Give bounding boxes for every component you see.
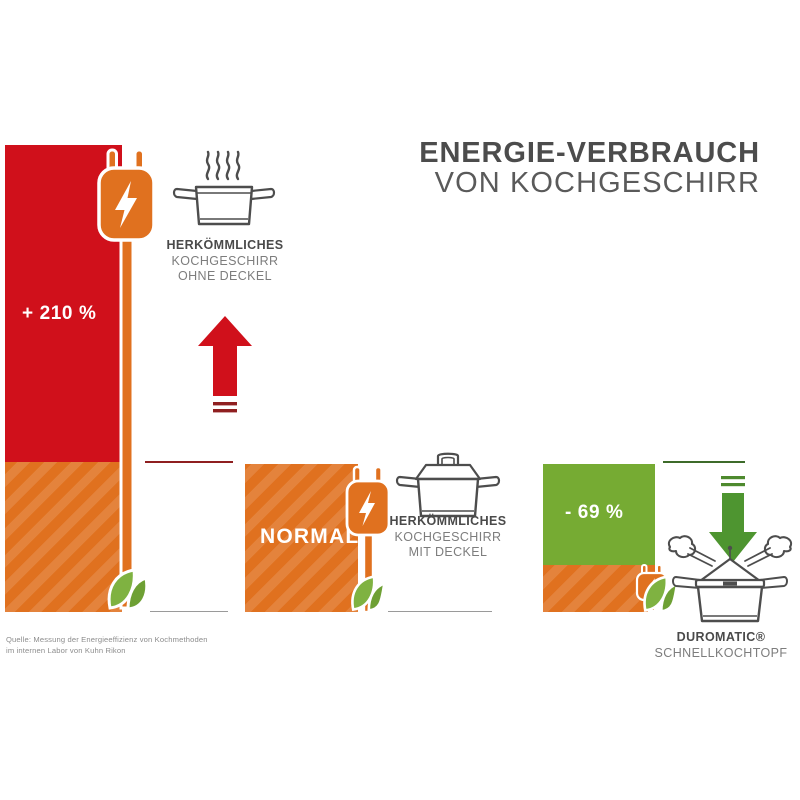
- arrow-up-icon: [196, 314, 254, 414]
- pot-no-lid-steam-icon: [172, 150, 276, 230]
- source-note: Quelle: Messung der Energieeffizienz von…: [6, 634, 208, 656]
- caption-line-1: HERKÖMMLICHES: [166, 238, 284, 252]
- caption-line-2: KOCHGESCHIRR: [394, 529, 502, 544]
- caption-mit-deckel: HERKÖMMLICHES KOCHGESCHIRR MIT DECKEL: [380, 514, 516, 561]
- arrow-down-icon: [707, 476, 759, 564]
- bar-value-ohne-deckel: + 210 %: [22, 303, 97, 324]
- caption-line-2: SCHNELLKOCHTOPF: [654, 645, 788, 660]
- caption-line-3: MIT DECKEL: [408, 545, 488, 559]
- leaf-icon-duromatic: [640, 568, 686, 614]
- title-line-1: ENERGIE-VERBRAUCH: [419, 137, 760, 169]
- power-plug-icon-mit-deckel: [345, 465, 395, 614]
- caption-ohne-deckel: HERKÖMMLICHES KOCHGESCHIRR OHNE DECKEL: [150, 238, 300, 285]
- bar-value-duromatic: - 69 %: [565, 502, 624, 523]
- bar-value-mit-deckel: NORMAL: [260, 525, 360, 548]
- caption-line-1: DUROMATIC®: [676, 630, 766, 644]
- bar-segment-orange-mit-deckel: NORMAL: [245, 464, 358, 612]
- page-title: ENERGIE-VERBRAUCH VON KOCHGESCHIRR: [380, 138, 760, 199]
- source-line-1: Quelle: Messung der Energieeffizienz von…: [6, 635, 208, 644]
- source-line-2: im internen Labor von Kuhn Rikon: [6, 646, 126, 655]
- leaf-icon-ohne-deckel: [104, 560, 156, 612]
- leaf-icon-mit-deckel: [348, 568, 393, 613]
- baseline-guide-red: [145, 461, 233, 463]
- title-line-2: VON KOCHGESCHIRR: [434, 167, 760, 200]
- pot-with-lid-icon: [395, 452, 501, 520]
- axis-line-mit-deckel: [388, 611, 492, 612]
- caption-line-2: KOCHGESCHIRR: [171, 253, 279, 268]
- bar-segment-orange-ohne-deckel: [5, 462, 122, 612]
- power-plug-icon-ohne-deckel: [96, 148, 162, 610]
- caption-line-1: HERKÖMMLICHES: [389, 514, 507, 528]
- caption-duromatic: DUROMATIC® SCHNELLKOCHTOPF: [645, 630, 797, 661]
- baseline-guide-green: [663, 461, 745, 463]
- bar-segment-green-duromatic: - 69 %: [543, 464, 655, 565]
- pressure-cooker-icon: [667, 535, 793, 623]
- caption-line-3: OHNE DECKEL: [177, 269, 272, 283]
- axis-line-ohne-deckel: [150, 611, 228, 612]
